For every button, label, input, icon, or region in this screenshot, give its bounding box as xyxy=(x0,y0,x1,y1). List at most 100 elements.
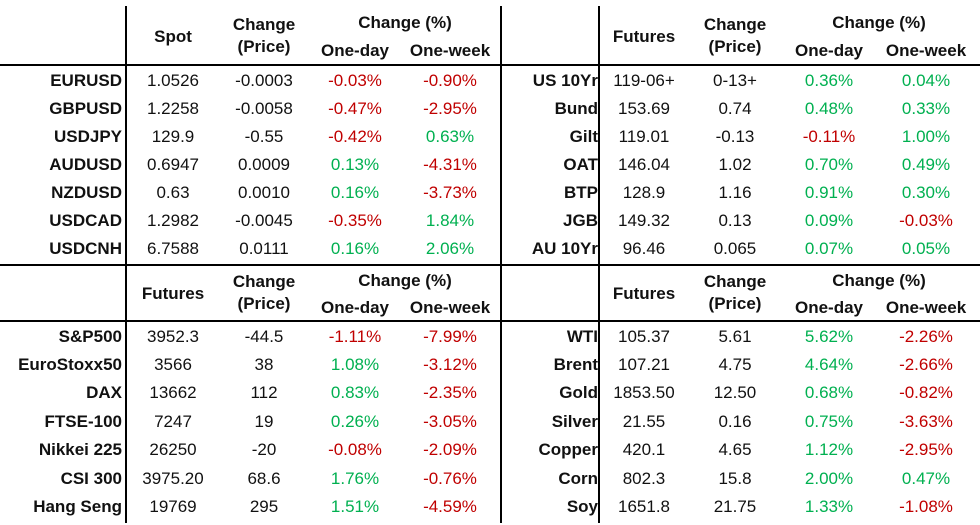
instrument-name: JGB xyxy=(563,210,598,230)
instrument-value: 0.6947 xyxy=(147,154,199,174)
instrument-name: OAT xyxy=(563,154,598,174)
one-day-pct: -0.08% xyxy=(328,440,382,460)
price-change: -44.5 xyxy=(244,326,284,346)
instrument-value: 3975.20 xyxy=(142,468,204,488)
one-week-pct: -1.08% xyxy=(899,497,953,517)
change-header-label: Change xyxy=(232,272,296,291)
instrument-value: 6.7588 xyxy=(147,238,199,258)
instrument-value: 1.0526 xyxy=(147,70,199,90)
price-change: 1.02 xyxy=(718,154,752,174)
price-change: 0.13 xyxy=(718,210,752,230)
one-day-pct: 0.26% xyxy=(330,411,380,431)
instrument-name: Hang Seng xyxy=(33,497,122,517)
price-change: 21.75 xyxy=(713,497,757,517)
one-day-pct: -1.11% xyxy=(328,326,382,346)
price-change: 295 xyxy=(249,497,279,517)
instrument-name: BTP xyxy=(564,182,598,202)
one-week-pct: 1.84% xyxy=(425,210,475,230)
one-day-pct: 0.75% xyxy=(804,411,854,431)
one-week-pct: 0.49% xyxy=(901,154,951,174)
one-week-pct: -0.90% xyxy=(423,70,477,90)
one-week-pct: -2.35% xyxy=(423,383,477,403)
change-header-label: Change xyxy=(232,15,296,34)
one-week-pct: -2.09% xyxy=(423,440,477,460)
price-change: 1.16 xyxy=(718,182,752,202)
one-week-pct: -0.82% xyxy=(899,383,953,403)
price-change: -0.0045 xyxy=(235,210,293,230)
price-change: 0.0010 xyxy=(238,182,290,202)
one-day-header: One-day xyxy=(794,40,864,60)
one-week-pct: -2.95% xyxy=(899,440,953,460)
one-week-pct: 0.04% xyxy=(901,70,951,90)
instrument-name: Soy xyxy=(566,497,598,517)
change-price-header: Change (Price) xyxy=(688,8,782,64)
instrument-value: 420.1 xyxy=(622,440,666,460)
change-pct-header: Change (%) xyxy=(832,270,926,290)
one-day-pct: 5.62% xyxy=(804,326,854,346)
instrument-name: Gilt xyxy=(569,126,598,146)
instrument-name: Brent xyxy=(553,355,598,375)
instrument-value: 1651.8 xyxy=(618,497,670,517)
instrument-value: 21.55 xyxy=(622,411,666,431)
one-day-header: One-day xyxy=(794,297,864,317)
price-change: -0.0003 xyxy=(235,70,293,90)
price-change: 0.74 xyxy=(718,98,752,118)
one-day-pct: 1.12% xyxy=(804,440,854,460)
one-day-pct: -0.35% xyxy=(328,210,382,230)
instrument-name: Copper xyxy=(538,440,599,460)
instrument-name: EuroStoxx50 xyxy=(18,355,122,375)
top-header-rule xyxy=(0,64,980,66)
one-week-pct: 2.06% xyxy=(425,238,475,258)
one-week-pct: -4.59% xyxy=(423,497,477,517)
price-change: 0.16 xyxy=(718,411,752,431)
instrument-name: Bund xyxy=(554,98,598,118)
one-week-pct: 1.00% xyxy=(901,126,951,146)
one-week-pct: -0.03% xyxy=(899,210,953,230)
one-day-pct: 0.48% xyxy=(804,98,854,118)
one-day-pct: 1.08% xyxy=(330,355,380,375)
instrument-value: 1853.50 xyxy=(613,383,675,403)
one-day-pct: -0.42% xyxy=(328,126,382,146)
one-week-pct: -3.05% xyxy=(423,411,477,431)
one-day-pct: 1.76% xyxy=(330,468,380,488)
middle-section-rule xyxy=(0,264,980,266)
panel-title: Futures xyxy=(612,283,676,303)
one-day-pct: 0.16% xyxy=(330,238,380,258)
one-week-pct: -2.66% xyxy=(899,355,953,375)
instrument-value: 19769 xyxy=(149,497,197,517)
one-day-pct: 0.36% xyxy=(804,70,854,90)
one-week-pct: -3.73% xyxy=(423,182,477,202)
one-week-pct: 0.63% xyxy=(425,126,475,146)
price-change: 5.61 xyxy=(718,326,752,346)
one-day-pct: 0.07% xyxy=(804,238,854,258)
instrument-name: US 10Yr xyxy=(532,70,598,90)
price-change: 112 xyxy=(250,383,278,403)
instrument-name: FTSE-100 xyxy=(44,411,122,431)
instrument-value: 149.32 xyxy=(618,210,670,230)
one-day-pct: 0.83% xyxy=(330,383,380,403)
instrument-value: 153.69 xyxy=(618,98,670,118)
price-change: 4.75 xyxy=(718,355,752,375)
instrument-name: Gold xyxy=(559,383,598,403)
instrument-name: GBPUSD xyxy=(49,98,122,118)
price-change: 19 xyxy=(254,411,274,431)
instrument-value: 26250 xyxy=(149,440,197,460)
instrument-value: 1.2982 xyxy=(147,210,199,230)
bottom-header-rule xyxy=(0,320,980,322)
one-week-header: One-week xyxy=(409,297,491,317)
price-change: -20 xyxy=(251,440,277,460)
panel-title: Futures xyxy=(612,26,676,46)
price-header-label: (Price) xyxy=(237,294,291,313)
one-day-pct: 1.51% xyxy=(330,497,380,517)
change-header-label: Change xyxy=(703,272,767,291)
instrument-value: 802.3 xyxy=(622,468,666,488)
one-day-pct: -0.47% xyxy=(328,98,382,118)
price-change: 15.8 xyxy=(718,468,752,488)
instrument-name: USDCAD xyxy=(49,210,122,230)
instrument-value: 3952.3 xyxy=(147,326,199,346)
instrument-name: NZDUSD xyxy=(51,182,122,202)
one-week-pct: -0.76% xyxy=(423,468,477,488)
one-week-header: One-week xyxy=(409,40,491,60)
one-week-pct: -3.12% xyxy=(423,355,477,375)
